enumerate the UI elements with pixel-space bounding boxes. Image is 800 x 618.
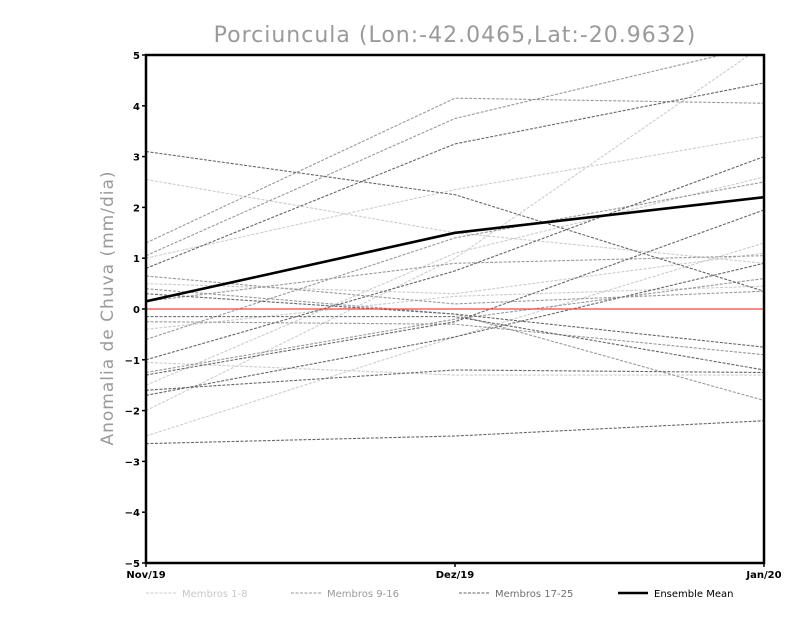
series-line-24 (146, 156, 764, 361)
series-line-10 (146, 55, 724, 257)
series-line-19 (146, 420, 764, 445)
y-axis-label: Anomalia de Chuva (mm/dia) (98, 170, 118, 445)
y-tick-label: 2 (133, 203, 140, 214)
series-line-6 (146, 252, 764, 295)
series-line-21 (146, 316, 764, 371)
y-tick-label: −2 (125, 407, 140, 418)
y-ticks: −5 −4 −3 −2 −1 0 1 2 3 4 5 (125, 51, 146, 570)
series-line-12 (146, 255, 764, 302)
y-tick-label: −4 (125, 508, 140, 519)
legend-label: Membros 17-25 (495, 589, 573, 600)
series-line-13 (146, 321, 764, 356)
series-line-4 (146, 55, 751, 412)
series-line-25 (146, 209, 764, 376)
y-tick-label: 5 (133, 51, 140, 62)
series-line-7 (146, 361, 764, 376)
series-line-2 (146, 135, 764, 259)
legend-label: Membros 9-16 (327, 589, 399, 600)
mean-layer (146, 195, 764, 303)
y-tick-label: 0 (133, 305, 140, 316)
series-line-3 (146, 242, 764, 437)
y-tick-label: 1 (133, 254, 140, 265)
x-ticks: Nov/19 Dez/19 Jan/20 (126, 563, 782, 581)
series-line-5 (146, 285, 764, 330)
series-layer (146, 55, 764, 445)
y-tick-label: 4 (133, 102, 140, 113)
series-line-23 (146, 293, 764, 348)
legend: Membros 1-8 Membros 9-16 Membros 17-25 Ense… (146, 589, 733, 600)
x-tick-label: Dez/19 (436, 570, 475, 581)
series-line-1 (146, 178, 764, 264)
series-line-9 (146, 97, 764, 244)
series-line-18 (146, 82, 764, 269)
ensemble-mean-line (146, 195, 764, 303)
y-tick-label: −5 (125, 559, 140, 570)
y-tick-label: −3 (125, 457, 140, 468)
x-tick-label: Nov/19 (126, 570, 165, 581)
series-line-22 (146, 262, 764, 396)
series-line-20 (146, 369, 764, 391)
x-tick-label: Jan/20 (745, 570, 781, 581)
chart-title: Porciuncula (Lon:-42.0465,Lat:-20.9632) (214, 23, 697, 48)
legend-label: Membros 1-8 (182, 589, 248, 600)
legend-label: Ensemble Mean (654, 589, 733, 600)
series-line-17 (146, 150, 764, 292)
series-line-14 (146, 181, 764, 341)
y-tick-label: 3 (133, 153, 140, 164)
y-tick-label: −1 (125, 356, 140, 367)
series-line-15 (146, 277, 764, 374)
